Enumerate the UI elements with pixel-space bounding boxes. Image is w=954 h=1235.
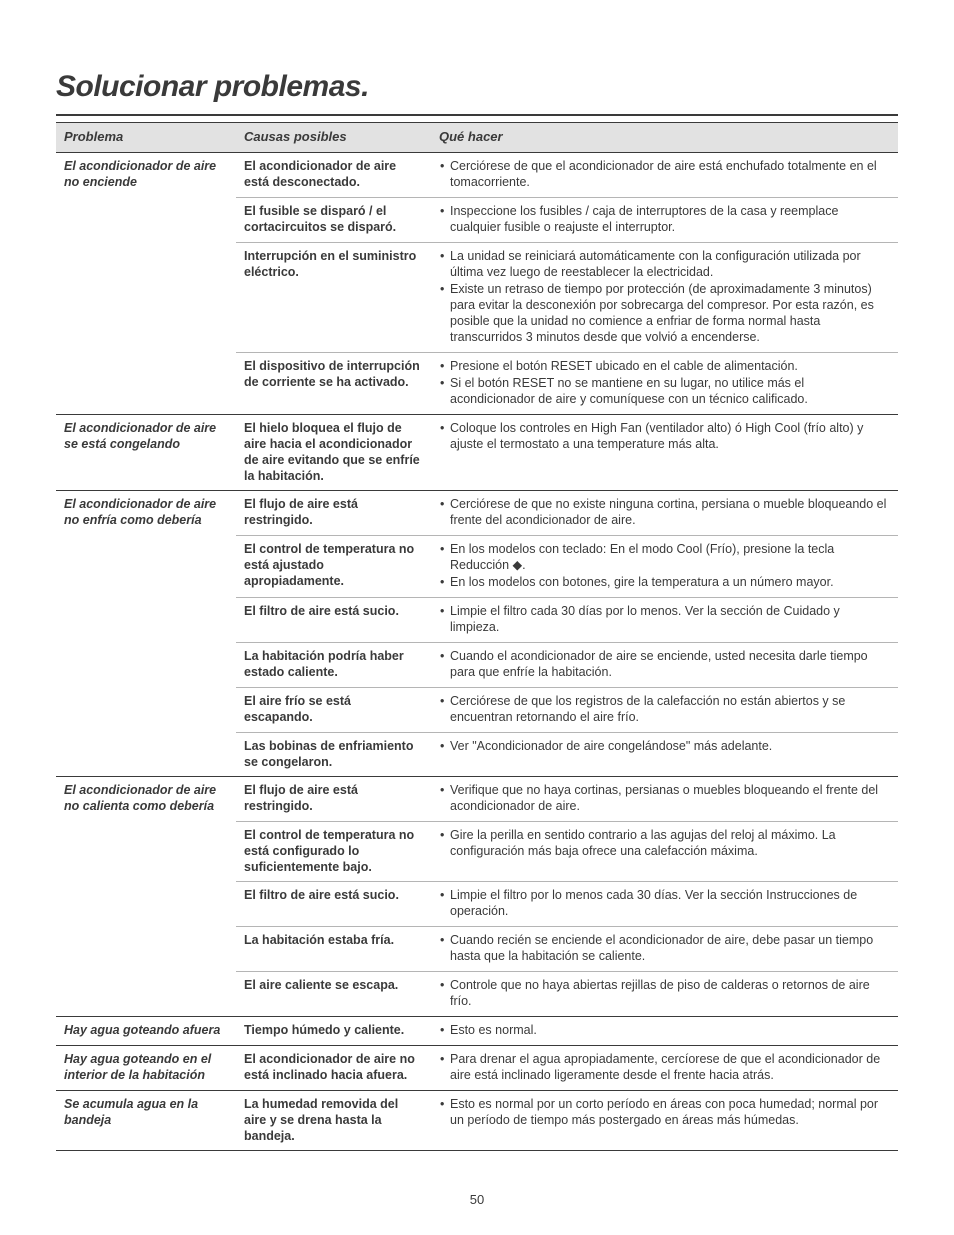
fix-item: Controle que no haya abiertas rejillas d… [450, 977, 890, 1010]
fix-cell: Inspeccione los fusibles / caja de inter… [431, 197, 898, 242]
problem-cell: El acondicionador de aire no calienta co… [56, 776, 236, 1016]
table-row: Hay agua goteando afueraTiempo húmedo y … [56, 1016, 898, 1045]
fix-item: Cuando el acondicionador de aire se enci… [450, 648, 890, 681]
header-fix: Qué hacer [431, 123, 898, 153]
fix-cell: Controle que no haya abiertas rejillas d… [431, 971, 898, 1016]
cause-cell: El acondicionador de aire no está inclin… [236, 1045, 431, 1090]
fix-cell: Gire la perilla en sentido contrario a l… [431, 821, 898, 881]
cause-cell: El aire frío se está escapando. [236, 687, 431, 732]
fix-item: Cerciórese de que no existe ninguna cort… [450, 496, 890, 529]
fix-cell: Ver "Acondicionador de aire congelándose… [431, 732, 898, 776]
fix-item: Esto es normal por un corto período en á… [450, 1096, 890, 1129]
page-number: 50 [0, 1192, 954, 1207]
fix-item: Presione el botón RESET ubicado en el ca… [450, 358, 890, 375]
cause-cell: Interrupción en el suministro eléctrico. [236, 242, 431, 352]
fix-item: Gire la perilla en sentido contrario a l… [450, 827, 890, 860]
troubleshooting-table: Problema Causas posibles Qué hacer El ac… [56, 122, 898, 1151]
cause-cell: El control de temperatura no está ajusta… [236, 535, 431, 597]
fix-item: Cerciórese de que el acondicionador de a… [450, 158, 890, 191]
fix-cell: Coloque los controles en High Fan (venti… [431, 414, 898, 490]
problem-cell: El acondicionador de aire no enciende [56, 152, 236, 414]
problem-cell: El acondicionador de aire no enfría como… [56, 490, 236, 776]
fix-cell: La unidad se reiniciará automáticamente … [431, 242, 898, 352]
cause-cell: La habitación podría haber estado calien… [236, 642, 431, 687]
problem-cell: Se acumula agua en la bandeja [56, 1090, 236, 1150]
table-row: Se acumula agua en la bandejaLa humedad … [56, 1090, 898, 1150]
fix-cell: Cuando recién se enciende el acondiciona… [431, 926, 898, 971]
fix-cell: Cuando el acondicionador de aire se enci… [431, 642, 898, 687]
table-row: El acondicionador de aire no enciendeEl … [56, 152, 898, 197]
fix-cell: Para drenar el agua apropiadamente, cerc… [431, 1045, 898, 1090]
table-row: El acondicionador de aire se está congel… [56, 414, 898, 490]
problem-cell: El acondicionador de aire se está congel… [56, 414, 236, 490]
fix-cell: Esto es normal por un corto período en á… [431, 1090, 898, 1150]
header-cause: Causas posibles [236, 123, 431, 153]
fix-item: En los modelos con botones, gire la temp… [450, 574, 890, 591]
fix-cell: Cerciórese de que el acondicionador de a… [431, 152, 898, 197]
cause-cell: Las bobinas de enfriamiento se congelaro… [236, 732, 431, 776]
fix-item: Limpie el filtro por lo menos cada 30 dí… [450, 887, 890, 920]
fix-cell: Limpie el filtro cada 30 días por lo men… [431, 597, 898, 642]
table-row: Hay agua goteando en el interior de la h… [56, 1045, 898, 1090]
table-row: El acondicionador de aire no enfría como… [56, 490, 898, 535]
cause-cell: El acondicionador de aire está desconect… [236, 152, 431, 197]
header-problem: Problema [56, 123, 236, 153]
fix-item: Existe un retraso de tiempo por protecci… [450, 281, 890, 346]
title-rule [56, 114, 898, 116]
problem-cell: Hay agua goteando afuera [56, 1016, 236, 1045]
fix-cell: Cerciórese de que no existe ninguna cort… [431, 490, 898, 535]
cause-cell: El hielo bloquea el flujo de aire hacia … [236, 414, 431, 490]
fix-cell: Verifique que no haya cortinas, persiana… [431, 776, 898, 821]
problem-cell: Hay agua goteando en el interior de la h… [56, 1045, 236, 1090]
fix-cell: Cerciórese de que los registros de la ca… [431, 687, 898, 732]
table-header-row: Problema Causas posibles Qué hacer [56, 123, 898, 153]
fix-item: La unidad se reiniciará automáticamente … [450, 248, 890, 281]
cause-cell: El filtro de aire está sucio. [236, 597, 431, 642]
cause-cell: La habitación estaba fría. [236, 926, 431, 971]
fix-item: Limpie el filtro cada 30 días por lo men… [450, 603, 890, 636]
cause-cell: El fusible se disparó / el cortacircuito… [236, 197, 431, 242]
cause-cell: El control de temperatura no está config… [236, 821, 431, 881]
fix-item: Esto es normal. [450, 1022, 890, 1039]
table-row: El acondicionador de aire no calienta co… [56, 776, 898, 821]
fix-item: Cerciórese de que los registros de la ca… [450, 693, 890, 726]
cause-cell: El flujo de aire está restringido. [236, 490, 431, 535]
cause-cell: El dispositivo de interrupción de corrie… [236, 352, 431, 414]
fix-item: Coloque los controles en High Fan (venti… [450, 420, 890, 453]
fix-item: Inspeccione los fusibles / caja de inter… [450, 203, 890, 236]
fix-cell: Presione el botón RESET ubicado en el ca… [431, 352, 898, 414]
fix-cell: Esto es normal. [431, 1016, 898, 1045]
fix-item: Si el botón RESET no se mantiene en su l… [450, 375, 890, 408]
fix-item: Verifique que no haya cortinas, persiana… [450, 782, 890, 815]
cause-cell: El flujo de aire está restringido. [236, 776, 431, 821]
fix-item: Ver "Acondicionador de aire congelándose… [450, 738, 890, 755]
cause-cell: La humedad removida del aire y se drena … [236, 1090, 431, 1150]
cause-cell: El aire caliente se escapa. [236, 971, 431, 1016]
fix-item: En los modelos con teclado: En el modo C… [450, 541, 890, 574]
fix-cell: Limpie el filtro por lo menos cada 30 dí… [431, 881, 898, 926]
fix-item: Cuando recién se enciende el acondiciona… [450, 932, 890, 965]
cause-cell: El filtro de aire está sucio. [236, 881, 431, 926]
page-title: Solucionar problemas. [56, 70, 898, 106]
fix-item: Para drenar el agua apropiadamente, cerc… [450, 1051, 890, 1084]
fix-cell: En los modelos con teclado: En el modo C… [431, 535, 898, 597]
cause-cell: Tiempo húmedo y caliente. [236, 1016, 431, 1045]
